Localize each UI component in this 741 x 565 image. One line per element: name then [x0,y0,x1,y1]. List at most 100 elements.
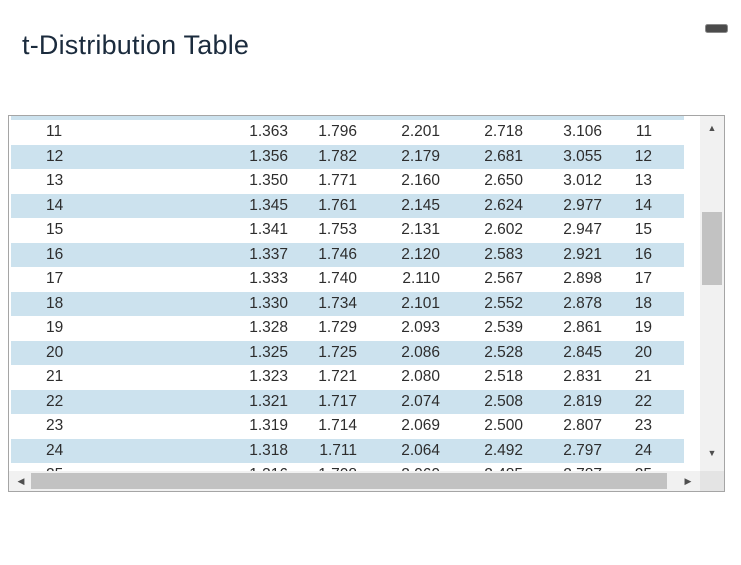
table-cell: 11 [635,123,652,140]
table-cell: 1.321 [249,392,288,410]
table-cell: 1.708 [288,463,357,471]
table-cell: 2.681 [484,147,523,165]
table-cell: 15 [46,221,64,238]
table-cell: 16 [46,245,64,263]
table-cell: 2.898 [563,270,602,287]
table-row: 17 1.333 1.740 2.110 2.567 2.898 17 [11,267,684,292]
table-cell: 1.796 [318,123,357,140]
table-row: 22 1.321 1.717 2.074 2.508 2.819 22 [11,389,684,414]
table-row: 19 1.328 1.729 2.093 2.539 2.861 19 [11,316,684,341]
table-cell: 2.528 [484,343,523,361]
minimize-icon[interactable] [705,24,728,33]
table-cell: 2.080 [401,368,440,385]
table-cell: 2.552 [484,294,523,312]
table-cell: 1.316 [111,463,288,471]
table-cell: 15 [634,221,652,238]
table-row: 15 1.341 1.753 2.131 2.602 2.947 15 [11,218,684,243]
horizontal-scrollbar-thumb[interactable] [31,473,667,489]
table-cell: 2.831 [563,368,602,385]
table-cell: 22 [634,392,652,410]
table-cell: 2.567 [484,270,523,287]
table-row: 23 1.319 1.714 2.069 2.500 2.807 23 [11,414,684,439]
table-cell: 11 [46,123,63,140]
table-cell: 23 [46,417,64,434]
table-cell: 2.718 [484,123,523,140]
horizontal-scrollbar[interactable]: ◀ ▶ [9,471,700,491]
table-cell: 2.179 [401,147,440,165]
table-cell: 1.350 [249,172,288,189]
table-cell: 1.711 [319,441,357,459]
table-cell: 2.819 [563,392,602,410]
table-row: 12 1.356 1.782 2.179 2.681 3.055 12 [11,144,684,169]
table-cell: 18 [46,294,64,312]
table-cell: 2.508 [484,392,523,410]
table-cell: 2.160 [401,172,440,189]
table-cell: 19 [46,319,64,336]
scrollbar-corner [700,471,724,491]
t-table-panel: 11 1.363 1.796 2.201 2.718 3.106 11 12 1.356 1.78… [8,115,725,492]
table-cell: 2.807 [563,417,602,434]
table-cell: 20 [46,343,64,361]
table-cell: 1.717 [318,392,357,410]
table-cell: 1.782 [318,147,357,165]
page-title: t-Distribution Table [22,30,250,60]
table-cell: 25 [11,463,111,471]
table-row: 18 1.330 1.734 2.101 2.552 2.878 18 [11,291,684,316]
table-cell: 2.583 [484,245,523,263]
table-cell: 3.106 [563,123,602,140]
table-row: 20 1.325 1.725 2.086 2.528 2.845 20 [11,340,684,365]
table-cell: 1.734 [318,294,357,312]
table-cell: 2.201 [401,123,440,140]
table-cell: 2.539 [484,319,523,336]
vertical-scrollbar[interactable]: ▲ ▼ [700,116,724,471]
table-cell: 2.921 [563,245,602,263]
table-cell: 2.145 [401,196,440,214]
table-cell: 2.086 [401,343,440,361]
table-cell: 1.363 [249,123,288,140]
table-cell: 1.330 [249,294,288,312]
table-cell: 3.055 [563,147,602,165]
table-cell: 22 [46,392,64,410]
table-cell: 2.861 [563,319,602,336]
table-cell: 23 [634,417,652,434]
table-cell: 1.341 [249,221,288,238]
table-cell: 1.319 [249,417,288,434]
scroll-up-icon[interactable]: ▲ [707,123,717,133]
table-cell: 2.064 [401,441,440,459]
table-cell: 1.761 [318,196,357,214]
table-cell: 1.740 [318,270,357,287]
table-cell: 2.650 [484,172,523,189]
table-cell: 2.093 [401,319,440,336]
table-cell: 1.333 [249,270,288,287]
table-cell: 1.725 [318,343,357,361]
table-cell: 2.845 [563,343,602,361]
table-row: 21 1.323 1.721 2.080 2.518 2.831 21 [11,365,684,390]
table-cell: 1.721 [318,368,357,385]
table-cell: 17 [634,270,652,287]
scroll-right-icon[interactable]: ▶ [684,475,692,486]
table-cell: 3.012 [563,172,602,189]
vertical-scrollbar-thumb[interactable] [702,212,722,285]
table-cell: 1.771 [318,172,357,189]
scroll-down-icon[interactable]: ▼ [707,448,717,458]
table-cell: 1.714 [318,417,357,434]
table-cell: 16 [634,245,652,263]
table-cell: 13 [46,172,64,189]
table-cell: 14 [634,196,652,214]
table-cell: 2.101 [401,294,440,312]
scroll-left-icon[interactable]: ◀ [17,475,25,486]
table-row: 24 1.318 1.711 2.064 2.492 2.797 24 [11,438,684,463]
table-cell: 2.120 [401,245,440,263]
table-cell: 1.729 [318,319,357,336]
table-cell: 2.518 [484,368,523,385]
table-cell: 25 [602,463,652,471]
table-cell: 2.074 [401,392,440,410]
table-cell: 2.787 [523,463,602,471]
table-cell: 1.337 [249,245,288,263]
table-cell: 1.323 [249,368,288,385]
table-cell: 17 [46,270,64,287]
table-row: 14 1.345 1.761 2.145 2.624 2.977 14 [11,193,684,218]
table-cell: 2.602 [484,221,523,238]
table-cell: 1.753 [318,221,357,238]
table-cell: 1.318 [249,441,288,459]
